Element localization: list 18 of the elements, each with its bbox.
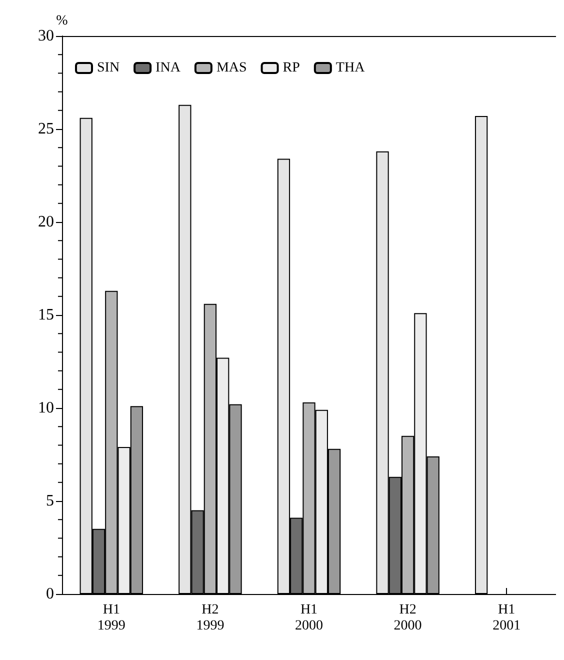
legend-label: SIN	[97, 60, 120, 76]
y-tick-label: 15	[38, 306, 54, 324]
x-tick-label: H1 2000	[295, 602, 323, 634]
legend-label: RP	[282, 60, 300, 76]
legend-label: MAS	[216, 60, 247, 76]
y-tick-label: 25	[38, 120, 54, 138]
x-tick-label: H2 2000	[394, 602, 422, 634]
y-tick-label: 10	[38, 400, 54, 416]
x-tick-label: H1 1999	[97, 602, 126, 634]
y-tick-label: 30	[38, 28, 54, 44]
x-tick-label: H2 1999	[196, 602, 224, 634]
legend-label: INA	[156, 60, 182, 76]
y-tick-label: 0	[46, 586, 54, 602]
legend-label: THA	[336, 60, 366, 76]
y-tick-label: 5	[46, 492, 54, 510]
y-tick-label: 20	[38, 214, 54, 230]
y-axis-title: %	[56, 14, 68, 29]
x-tick-label: H1 2001	[492, 602, 521, 634]
